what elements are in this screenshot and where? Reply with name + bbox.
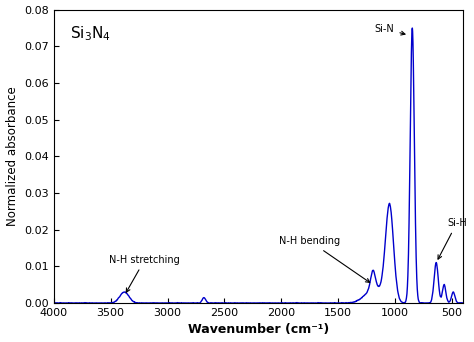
Text: N-H stretching: N-H stretching [109, 255, 180, 292]
Text: N-H bending: N-H bending [280, 236, 370, 282]
Text: Si$_3$N$_4$: Si$_3$N$_4$ [70, 24, 111, 43]
Y-axis label: Normalized absorbance: Normalized absorbance [6, 87, 18, 226]
Text: Si-H: Si-H [438, 218, 467, 259]
X-axis label: Wavenumber (cm⁻¹): Wavenumber (cm⁻¹) [188, 324, 329, 337]
Text: Si-N: Si-N [375, 24, 405, 35]
